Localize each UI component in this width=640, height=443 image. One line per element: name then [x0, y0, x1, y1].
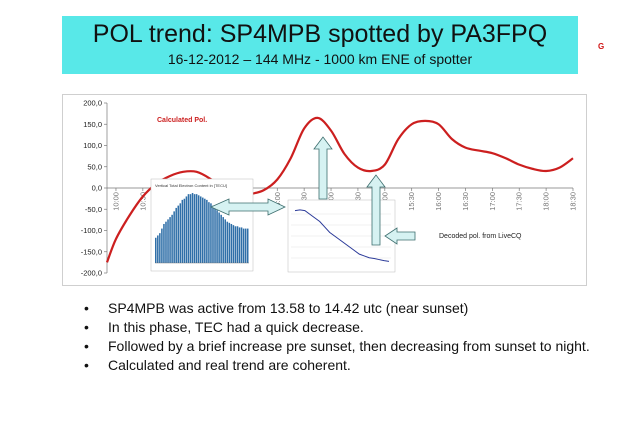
- tec-inset-bar: [202, 197, 204, 263]
- bullet-text: SP4MPB was active from 13.58 to 14.42 ut…: [108, 300, 469, 316]
- tec-inset-bar: [169, 217, 171, 263]
- x-tick-label: 16:30: [461, 192, 470, 211]
- tec-inset-bar: [175, 207, 177, 263]
- tec-inset-bar: [193, 194, 196, 263]
- y-tick-label: -200,0: [81, 269, 102, 278]
- tec-inset-bar: [222, 217, 224, 263]
- tec-inset-bar: [161, 228, 163, 263]
- x-tick-label: 10:30: [138, 192, 147, 211]
- tec-inset-bar: [191, 193, 194, 263]
- arrow-horizontal: [210, 198, 286, 216]
- y-tick-label: 0,0: [92, 184, 102, 193]
- y-tick-label: 150,0: [83, 120, 102, 129]
- corner-mark: G: [598, 42, 605, 51]
- tec-inset-bar: [179, 203, 182, 263]
- tec-inset-bar: [236, 226, 239, 263]
- bullet-symbol: •: [84, 300, 89, 316]
- tec-inset-bar: [226, 221, 229, 263]
- bullet-item: • In this phase, TEC had a quick decrease…: [84, 319, 604, 336]
- tec-inset-bar: [199, 196, 202, 263]
- tec-inset-bar: [240, 227, 243, 263]
- annotation-label: Decoded pol. from LiveCQ: [439, 233, 522, 240]
- tec-inset-bar: [195, 194, 198, 263]
- bullet-symbol: •: [84, 319, 89, 335]
- tec-inset-bar: [210, 203, 212, 263]
- x-tick-label: 16:00: [434, 192, 443, 211]
- bullet-text: Followed by a brief increase pre sunset,…: [108, 338, 590, 354]
- tec-inset-bar: [214, 207, 216, 263]
- y-tick-label: 50,0: [87, 162, 102, 171]
- tec-inset-bar: [234, 226, 237, 263]
- bullet-text: Calculated and real trend are coherent.: [108, 357, 351, 373]
- tec-inset-bar: [185, 196, 188, 263]
- tec-inset-bar: [167, 219, 169, 263]
- tec-inset-bar: [189, 194, 192, 263]
- tec-inset-bar: [232, 225, 235, 263]
- tec-inset-bar: [212, 205, 214, 263]
- bullet-symbol: •: [84, 357, 89, 373]
- tec-inset-bar: [163, 223, 165, 263]
- bullet-item: • Followed by a brief increase pre sunset…: [84, 338, 604, 355]
- tec-inset-bar: [230, 223, 233, 263]
- tec-inset-bar: [155, 237, 157, 263]
- tec-inset-bar: [216, 210, 218, 263]
- tec-inset-bar: [183, 198, 186, 263]
- bullet-text: In this phase, TEC had a quick decrease.: [108, 319, 364, 335]
- tec-inset-bar: [197, 195, 200, 263]
- tec-inset-bar: [246, 228, 249, 263]
- tec-inset-bar: [206, 199, 208, 263]
- tec-inset-bar: [244, 228, 247, 263]
- tec-inset-bar: [238, 227, 241, 263]
- tec-inset-bar: [208, 202, 210, 263]
- y-tick-label: -100,0: [81, 226, 102, 235]
- livecq-inset-line: [294, 209, 390, 262]
- x-tick-label: 18:30: [569, 192, 578, 211]
- title-box: POL trend: SP4MPB spotted by PA3FPQ 16-1…: [62, 16, 578, 74]
- slide-subtitle: 16-12-2012 – 144 MHz - 1000 km ENE of sp…: [167, 51, 473, 67]
- x-tick-label: 17:00: [488, 192, 497, 211]
- series-label: Calculated Pol.: [157, 117, 207, 124]
- arrow-left-label: [384, 227, 416, 245]
- y-tick-label: -150,0: [81, 247, 102, 256]
- y-tick-label: 100,0: [83, 141, 102, 150]
- arrow-up-dip: [366, 174, 386, 246]
- tec-inset-bar: [218, 212, 220, 263]
- tec-inset-bar: [242, 228, 245, 263]
- tec-inset-bar: [157, 235, 159, 263]
- slide-title: POL trend: SP4MPB spotted by PA3FPQ: [92, 20, 548, 48]
- x-tick-label: 15:30: [407, 192, 416, 211]
- arrow-up-peak: [313, 136, 333, 200]
- tec-inset-bar: [204, 198, 206, 263]
- tec-inset-bar: [159, 233, 161, 263]
- tec-inset-bar: [181, 199, 184, 263]
- x-tick-label: 13:00: [273, 192, 282, 211]
- pol-trend-chart: 200,0 150,0 100,0 50,0 0,0 -50,0 -100,0 -150,0 -…: [81, 99, 578, 278]
- bullet-list: • SP4MPB was active from 13.58 to 14.42 u…: [84, 300, 604, 376]
- tec-inset-bar: [224, 219, 227, 263]
- x-tick-label: 18:00: [542, 192, 551, 211]
- tec-inset-bar: [220, 214, 222, 263]
- tec-inset-bar: [187, 194, 190, 263]
- series-layer: [105, 116, 574, 263]
- bullet-symbol: •: [84, 338, 89, 354]
- bullet-item: • SP4MPB was active from 13.58 to 14.42 u…: [84, 300, 604, 317]
- tec-inset-bar: [177, 205, 180, 263]
- tec-inset-bar: [165, 221, 167, 263]
- tec-inset-bars: [155, 193, 249, 264]
- series-line: [105, 116, 574, 263]
- y-tick-label: -50,0: [85, 205, 102, 214]
- tec-inset-bar: [173, 211, 175, 263]
- tec-inset-bar: [171, 214, 173, 263]
- x-tick-label: 10:00: [111, 192, 120, 211]
- tec-inset-title: Vertical Total Electron Content in [TECU…: [155, 183, 227, 188]
- y-tick-label: 200,0: [83, 99, 102, 108]
- chart-frame: 200,0 150,0 100,0 50,0 0,0 -50,0 -100,0 -150,0 -…: [62, 94, 587, 286]
- tec-inset-bar: [228, 222, 231, 263]
- y-axis: 200,0 150,0 100,0 50,0 0,0 -50,0 -100,0 -150,0 -…: [81, 99, 108, 278]
- tec-inset: Vertical Total Electron Content in [TECU…: [150, 178, 254, 272]
- x-tick-label: 17:30: [515, 192, 524, 211]
- bullet-item: • Calculated and real trend are coherent.: [84, 357, 604, 374]
